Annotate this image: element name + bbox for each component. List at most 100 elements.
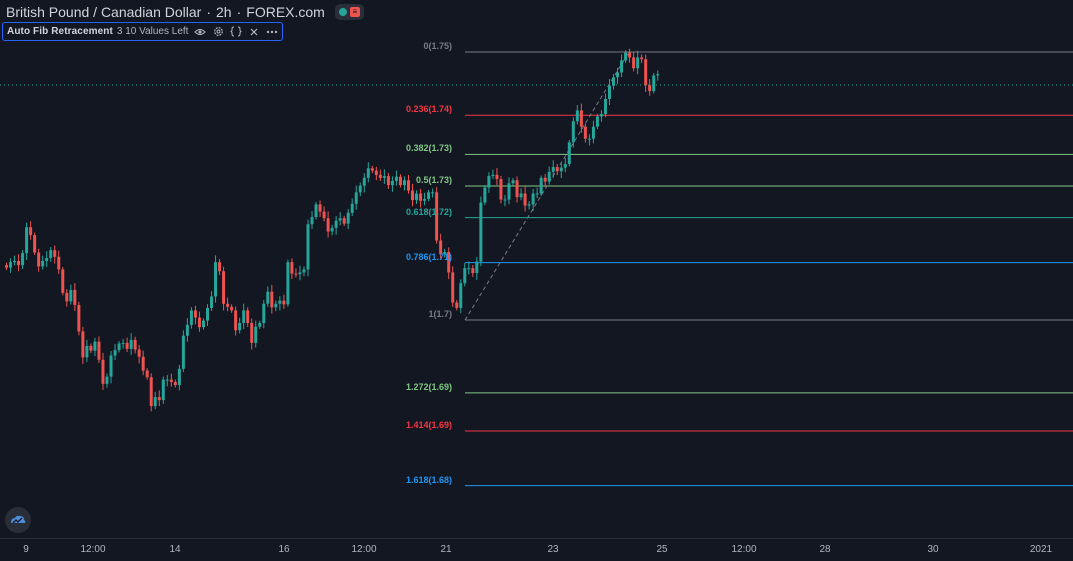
data-source: FOREX.com: [246, 4, 325, 20]
fib-label: 0(1.75): [423, 41, 452, 51]
candle: [378, 169, 382, 182]
settings-icon[interactable]: [212, 26, 224, 38]
candle: [206, 304, 209, 326]
candle: [73, 283, 77, 311]
time-axis[interactable]: 9 12:00 14 16 12:00 21 23 25 12:00 28 30…: [0, 538, 1073, 561]
interval[interactable]: 2h: [216, 4, 232, 20]
candle: [579, 103, 583, 133]
more-icon[interactable]: [266, 26, 278, 38]
source-code-icon[interactable]: [230, 26, 243, 38]
fib-label: 0.382(1.73): [405, 143, 452, 154]
fib-label: 1.618(1.68): [405, 474, 452, 485]
candle: [145, 368, 149, 380]
candle: [157, 390, 161, 407]
candle: [53, 245, 57, 264]
candle: [193, 305, 197, 325]
eye-icon[interactable]: [194, 26, 207, 38]
candle: [523, 186, 527, 212]
candle: [386, 172, 390, 189]
candle: [358, 182, 362, 197]
fib-label: 0.618(1.72): [405, 206, 452, 217]
candle: [632, 52, 636, 72]
candle: [286, 259, 290, 307]
candle: [49, 247, 53, 262]
candle: [65, 289, 69, 307]
candle: [218, 259, 222, 276]
candle: [612, 74, 616, 90]
candle: [451, 266, 455, 308]
candle: [407, 174, 410, 194]
candle: [608, 78, 611, 105]
candle: [9, 258, 13, 273]
fib-label: 0.786(1.71): [405, 251, 452, 262]
candle: [656, 70, 660, 81]
candle: [125, 337, 129, 353]
time-tick: 25: [656, 544, 668, 555]
candle: [342, 215, 346, 227]
candle: [555, 163, 559, 176]
candle: [133, 336, 137, 354]
candle: [539, 175, 543, 196]
fib-label: 0.236(1.74): [405, 104, 452, 115]
candle: [599, 110, 603, 122]
candle: [330, 224, 334, 236]
time-tick: 2021: [1029, 544, 1053, 555]
candle: [362, 173, 366, 193]
candle: [487, 172, 491, 193]
candle: [390, 176, 394, 192]
candle: [109, 350, 113, 384]
candle: [507, 177, 511, 205]
candle: [197, 311, 201, 332]
candle: [101, 353, 105, 390]
candle: [394, 170, 398, 186]
symbol-name[interactable]: British Pound / Canadian Dollar: [6, 4, 202, 20]
candle: [443, 248, 447, 258]
candle: [515, 176, 519, 203]
symbol-header[interactable]: British Pound / Canadian Dollar · 2h · F…: [6, 3, 364, 21]
time-tick: 12:00: [731, 544, 757, 555]
candle: [419, 188, 423, 208]
candle: [620, 54, 624, 78]
candle: [177, 364, 181, 391]
time-tick: 16: [278, 544, 290, 555]
candle: [511, 177, 515, 186]
candle: [571, 117, 575, 148]
close-icon[interactable]: [248, 26, 260, 38]
candle: [398, 174, 402, 188]
candle: [366, 162, 370, 183]
candle: [85, 339, 89, 362]
candle: [302, 266, 306, 277]
candle: [415, 190, 419, 205]
separator-dot: ·: [206, 4, 212, 20]
price-chart[interactable]: [0, 0, 1073, 538]
separator-dot: ·: [236, 4, 242, 20]
candle: [527, 201, 531, 210]
indicator-name[interactable]: Auto Fib Retracement: [7, 26, 113, 37]
candle: [491, 169, 495, 180]
market-status[interactable]: ≡: [334, 4, 364, 20]
candle: [266, 286, 270, 307]
candle: [41, 255, 45, 270]
candle: [318, 200, 322, 217]
candle: [475, 257, 479, 280]
candle: [250, 318, 254, 350]
candle: [595, 114, 599, 130]
candle: [258, 320, 262, 330]
candle: [234, 306, 238, 336]
candle: [447, 247, 451, 280]
candle: [587, 134, 591, 146]
candle: [603, 93, 607, 118]
candle: [374, 166, 378, 181]
candle: [563, 157, 567, 173]
candle: [411, 183, 415, 207]
candle: [583, 123, 587, 143]
candle: [306, 219, 310, 277]
candle: [69, 284, 73, 305]
tradingview-logo-icon[interactable]: [5, 507, 31, 533]
candle: [25, 222, 29, 260]
candle: [322, 206, 326, 222]
indicator-legend[interactable]: Auto Fib Retracement 3 10 Values Left: [2, 22, 284, 41]
candle: [499, 175, 503, 204]
candle: [17, 254, 21, 272]
candle: [423, 192, 427, 206]
